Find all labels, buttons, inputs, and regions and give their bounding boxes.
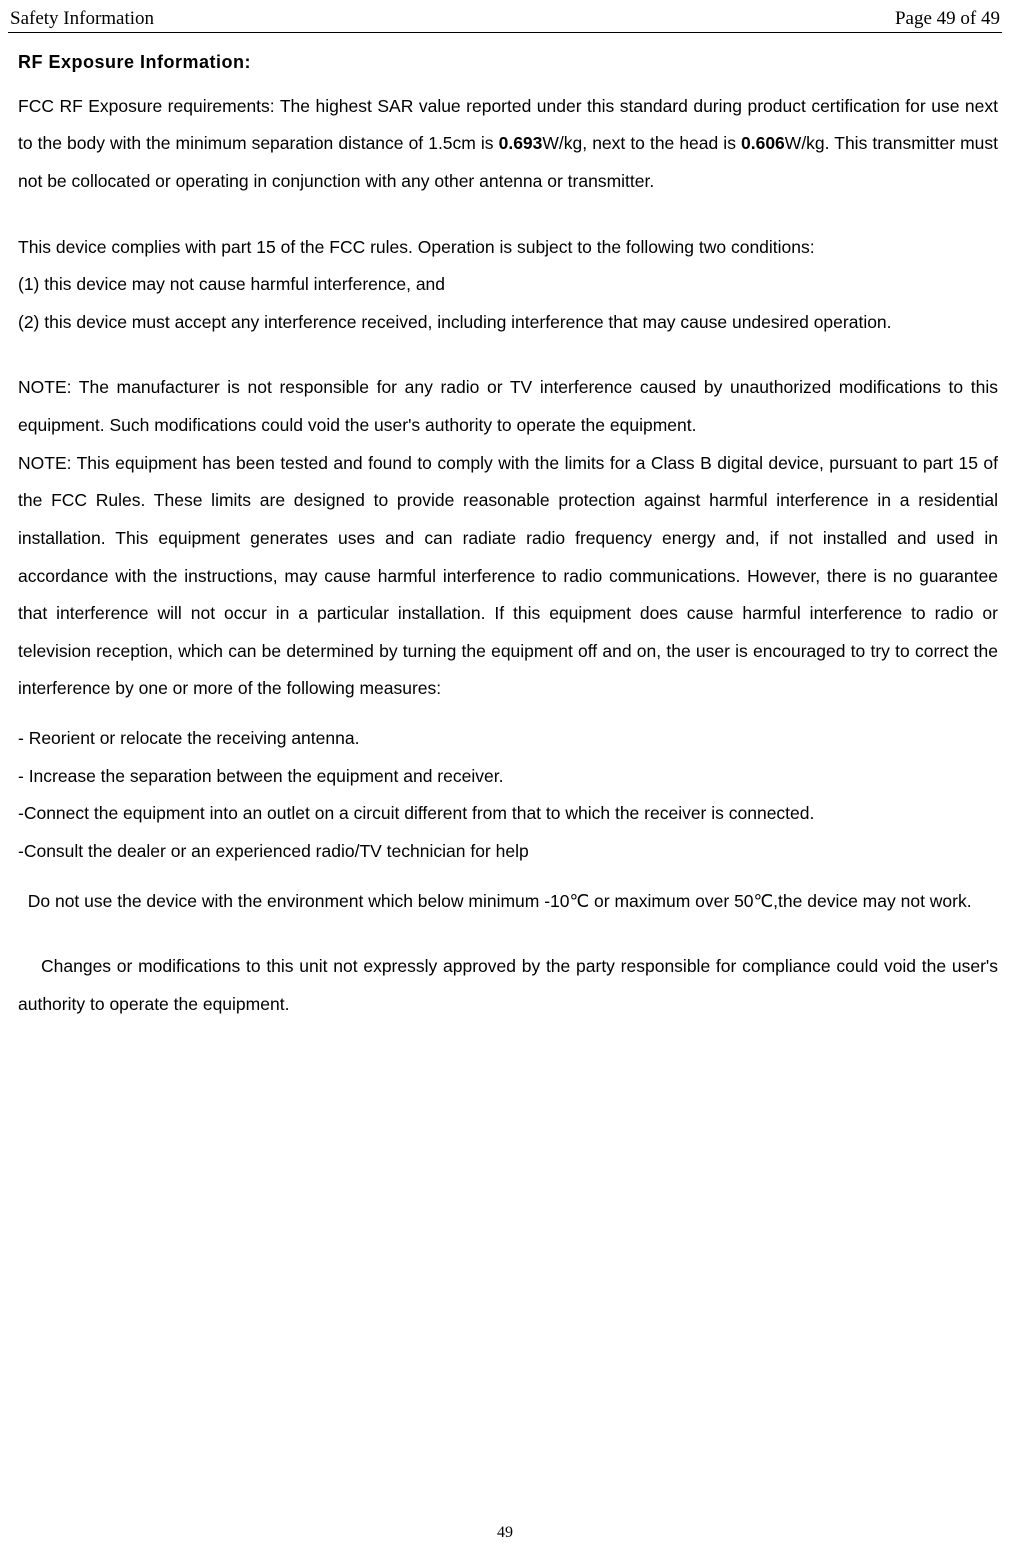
sar-head-value: 0.606 <box>741 133 785 153</box>
changes-note: Changes or modifications to this unit no… <box>18 948 998 1023</box>
paragraph-compliance: This device complies with part 15 of the… <box>18 229 998 267</box>
measure-2: - Increase the separation between the eq… <box>18 758 998 796</box>
section-title: RF Exposure Information: <box>18 43 998 82</box>
page-container: Safety Information Page 49 of 49 RF Expo… <box>0 0 1010 1548</box>
page-header: Safety Information Page 49 of 49 <box>8 8 1002 33</box>
temperature-note: Do not use the device with the environme… <box>18 883 998 921</box>
measure-3: -Connect the equipment into an outlet on… <box>18 795 998 833</box>
page-number: 49 <box>0 1524 1010 1542</box>
condition-1: (1) this device may not cause harmful in… <box>18 266 998 304</box>
note-1: NOTE: The manufacturer is not responsibl… <box>18 369 998 444</box>
text: , next to the head is <box>582 133 741 153</box>
unit: W/kg <box>542 133 582 153</box>
condition-2: (2) this device must accept any interfer… <box>18 304 998 342</box>
document-body: RF Exposure Information: FCC RF Exposure… <box>8 43 1002 1023</box>
header-right: Page 49 of 49 <box>895 8 1000 30</box>
paragraph-sar: FCC RF Exposure requirements: The highes… <box>18 88 998 201</box>
sar-body-value: 0.693 <box>499 133 543 153</box>
header-left: Safety Information <box>10 8 154 30</box>
unit: W/kg <box>785 133 825 153</box>
note-2: NOTE: This equipment has been tested and… <box>18 445 998 708</box>
measure-1: - Reorient or relocate the receiving ant… <box>18 720 998 758</box>
measure-4: -Consult the dealer or an experienced ra… <box>18 833 998 871</box>
